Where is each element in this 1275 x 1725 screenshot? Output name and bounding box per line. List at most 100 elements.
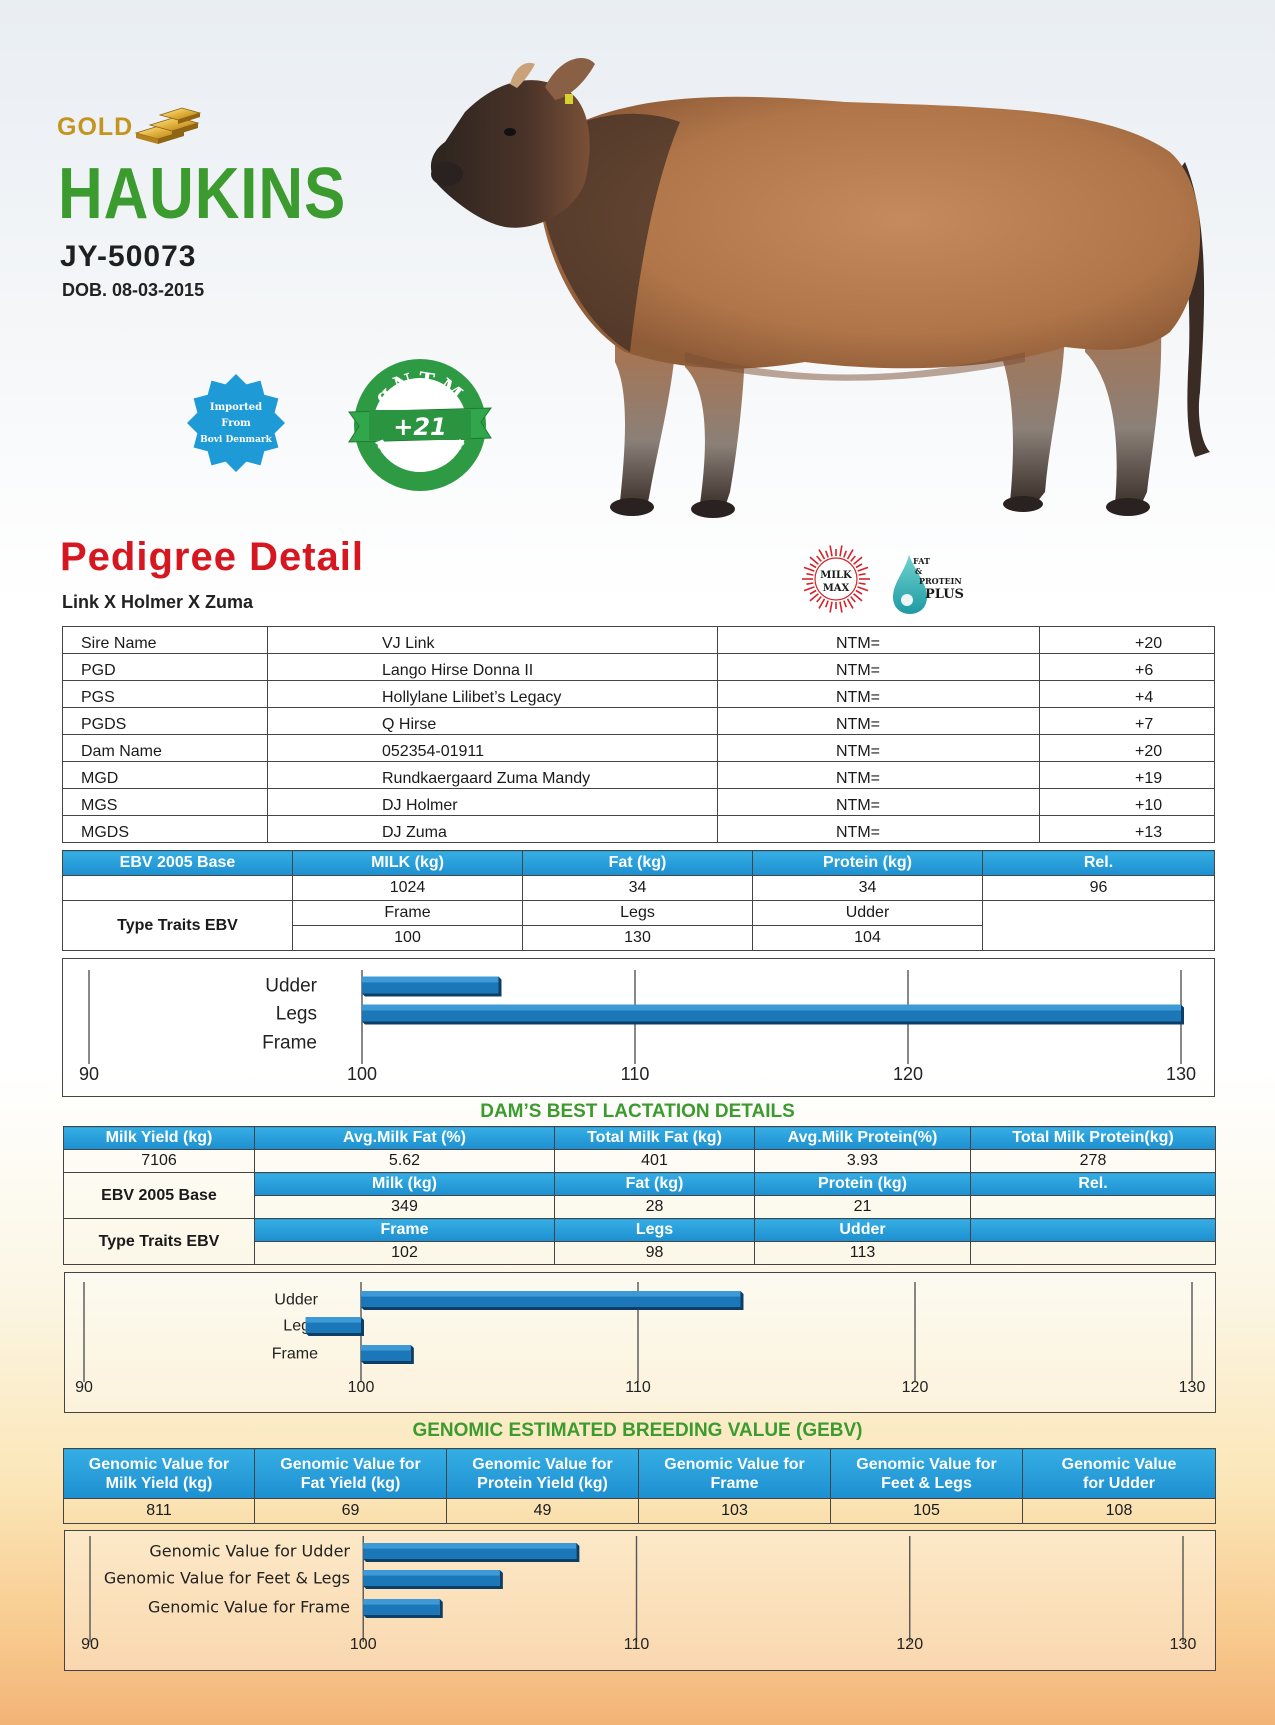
table-row: Sire Name VJ Link NTM= +20 (62, 626, 1215, 654)
chart-bar-highlight (362, 1004, 1181, 1011)
chart-tick-label: 110 (624, 1636, 650, 1653)
table-header: MILK (kg) (292, 850, 523, 876)
pedigree-ntm-label: NTM= (717, 626, 1040, 654)
chart-category-label: Genomic Value for Feet & Legs (104, 1569, 350, 1588)
chart-tick-label: 90 (79, 1064, 99, 1084)
pedigree-name: Rundkaergaard Zuma Mandy (267, 761, 718, 789)
chart-tick-label: 130 (1170, 1636, 1197, 1653)
table-header: Fat (kg) (522, 850, 753, 876)
pedigree-label: PGD (62, 653, 268, 681)
gold-bars-icon (134, 107, 202, 144)
chart-tick-label: 110 (621, 1064, 650, 1084)
table-row: 100 130 104 (63, 925, 1215, 951)
chart-bar-shadow (363, 1570, 503, 1589)
table-header: Genomic Value for Milk Yield (kg) (63, 1448, 255, 1499)
chart-bar-shadow (362, 976, 502, 997)
table-header: Protein (kg) (754, 1172, 971, 1196)
imported-badge-line1: Imported (210, 402, 262, 413)
table-header: Rel. (970, 1172, 1216, 1196)
table-header-row: Genomic Value for Milk Yield (kg) Genomic… (63, 1448, 1216, 1499)
chart-bar-highlight (363, 1570, 500, 1576)
pedigree-ntm-value: +7 (1039, 707, 1215, 735)
table-cell: 108 (1022, 1498, 1216, 1524)
chart-bar-highlight (361, 1291, 741, 1297)
table-header: Frame (254, 1218, 555, 1242)
gebv-header-line1: Genomic Value for (88, 1455, 230, 1473)
dam-type-traits-label: Type Traits EBV (63, 1218, 255, 1265)
fatprot-line3: PROTEIN (919, 576, 962, 586)
chart-bar-highlight (361, 1345, 411, 1351)
pedigree-label: MGDS (62, 815, 268, 843)
pedigree-ntm-label: NTM= (717, 761, 1040, 789)
chart-category-label: Frame (272, 1346, 318, 1363)
chart-tick-label: 120 (902, 1379, 929, 1396)
table-cell: 113 (754, 1241, 971, 1265)
bull-photo (430, 57, 1210, 518)
table-row: EBV 2005 Base Milk (kg) Fat (kg) Protein… (63, 1172, 1216, 1219)
table-cell: Legs (522, 900, 753, 926)
table-header: Genomic Value for Frame (638, 1448, 831, 1499)
pedigree-ntm-label: NTM= (717, 734, 1040, 762)
table-header: Genomic Value for Protein Yield (kg) (446, 1448, 639, 1499)
pedigree-ntm-value: +20 (1039, 734, 1215, 762)
pedigree-ntm-value: +4 (1039, 680, 1215, 708)
gebv-header-line1: Genomic Value (1061, 1455, 1177, 1473)
chart-bar-shadow (361, 1291, 744, 1310)
table-header: Genomic Value for Fat Yield (kg) (254, 1448, 447, 1499)
table-row: 102 98 113 (64, 1241, 1216, 1265)
table-header: Milk Yield (kg) (63, 1126, 255, 1150)
pedigree-ntm-label: NTM= (717, 815, 1040, 843)
table-row: PGS Hollylane Lilibet’s Legacy NTM= +4 (62, 680, 1215, 708)
table-cell: 96 (982, 875, 1215, 901)
table-row: 1024 34 34 96 (62, 875, 1215, 901)
table-cell: 5.62 (254, 1149, 555, 1173)
table-row: PGD Lango Hirse Donna II NTM= +6 (62, 653, 1215, 681)
chart-tick-label: 120 (893, 1064, 923, 1084)
chart-tick-label: 90 (81, 1636, 99, 1653)
table-header: Rel. (982, 850, 1215, 876)
table-cell: Frame (292, 900, 523, 926)
table-header: EBV 2005 Base (62, 850, 293, 876)
chart-bar-shadow (361, 1345, 414, 1364)
gebv-chart-frame (64, 1530, 1216, 1671)
chart-bar-shadow (363, 1599, 443, 1618)
table-header: Fat (kg) (554, 1172, 755, 1196)
dam-section-title: DAM’S BEST LACTATION DETAILS (480, 1101, 795, 1122)
pedigree-title: Pedigree Detail (60, 535, 365, 579)
pedigree-name: Q Hirse (267, 707, 718, 735)
table-header: Genomic Value for Feet & Legs (830, 1448, 1023, 1499)
pedigree-name: 052354-01911 (267, 734, 718, 762)
milk-max-line1: MILK (820, 570, 852, 581)
pedigree-ntm-value: +6 (1039, 653, 1215, 681)
pedigree-label: PGS (62, 680, 268, 708)
pedigree-table: Sire Name VJ Link NTM= +20 PGD Lango Hir… (62, 626, 1215, 843)
gebv-header-line1: Genomic Value for (280, 1455, 421, 1473)
table-row: MGD Rundkaergaard Zuma Mandy NTM= +19 (62, 761, 1215, 789)
chart-bar-shadow (363, 1543, 580, 1562)
table-cell: 34 (752, 875, 983, 901)
gebv-table: Genomic Value for Milk Yield (kg) Genomic… (63, 1448, 1216, 1524)
sire-type-chart-frame (62, 958, 1215, 1097)
table-row: 7106 5.62 401 3.93 278 (63, 1149, 1216, 1173)
ntm-badge-icon: gNTM +21 Nordic Total Merit (348, 359, 492, 491)
imported-badge-icon: Imported From Bovi Denmark (187, 374, 285, 472)
table-header: Total Milk Fat (kg) (554, 1126, 755, 1150)
table-cell: 102 (254, 1241, 555, 1265)
chart-tick-label: 100 (348, 1379, 375, 1396)
gebv-header-line2: Milk Yield (kg) (105, 1474, 213, 1492)
table-header: Protein (kg) (752, 850, 983, 876)
table-row: Type Traits EBV Frame Legs Udder (63, 1218, 1216, 1265)
chart-tick-label: 110 (625, 1379, 651, 1396)
table-cell: 98 (554, 1241, 755, 1265)
table-cell: 69 (254, 1498, 447, 1524)
chart-category-label: Genomic Value for Frame (148, 1598, 350, 1617)
chart-bar-shadow (305, 1317, 364, 1336)
table-header: Legs (554, 1218, 755, 1242)
pedigree-label: PGDS (62, 707, 268, 735)
table-header: Udder (754, 1218, 971, 1242)
table-header-row: EBV 2005 Base MILK (kg) Fat (kg) Protein… (62, 850, 1215, 876)
table-row: MGS DJ Holmer NTM= +10 (62, 788, 1215, 816)
table-header-row: Milk Yield (kg) Avg.Milk Fat (%) Total M… (63, 1126, 1216, 1150)
pedigree-ntm-value: +13 (1039, 815, 1215, 843)
